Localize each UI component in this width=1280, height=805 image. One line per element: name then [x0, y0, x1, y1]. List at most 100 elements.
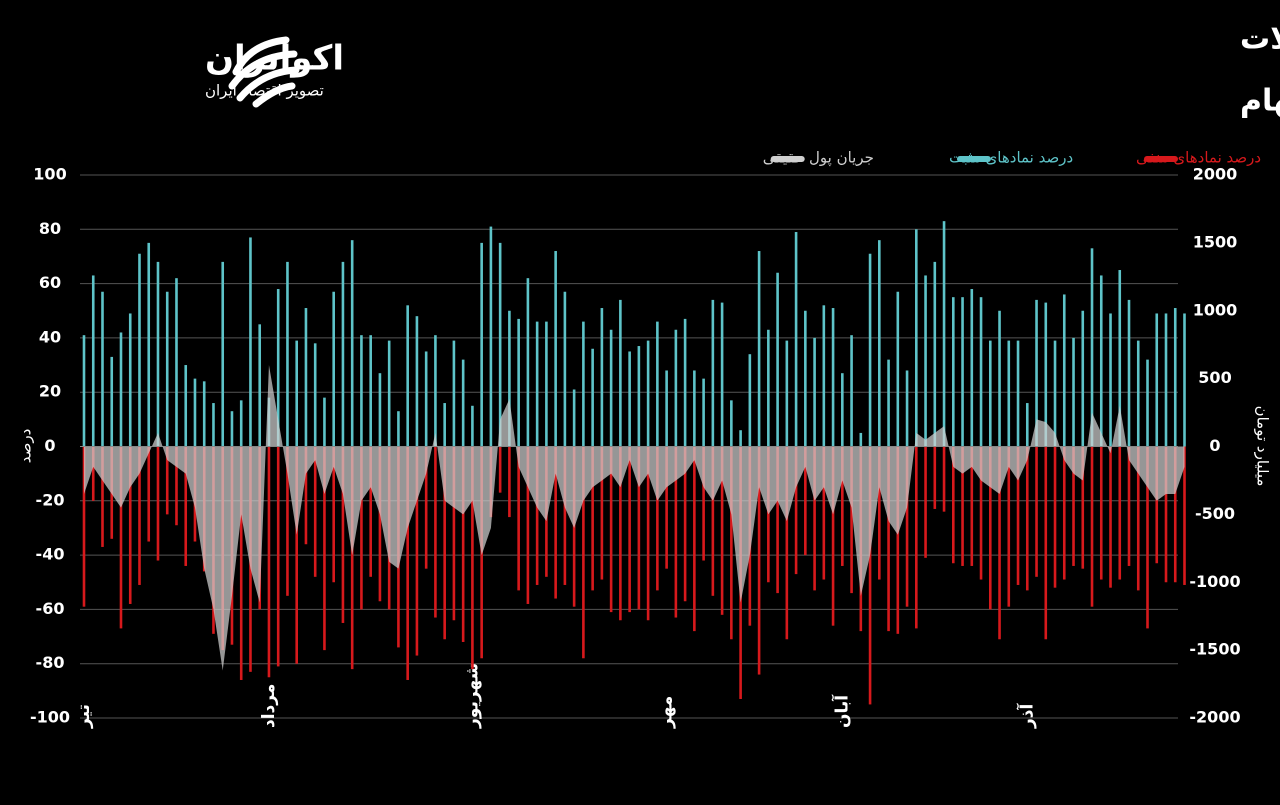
bar [1146, 446, 1149, 629]
bar [1173, 308, 1177, 447]
bar [480, 242, 483, 447]
bar [951, 446, 955, 564]
bar [970, 446, 974, 566]
bar [600, 446, 604, 580]
bar [646, 446, 650, 621]
chart-title: روزانه بازار سهام [1240, 84, 1280, 119]
y-tick-label: 0 [44, 436, 55, 455]
bar [202, 381, 206, 447]
logo-name: اکوایران [205, 39, 344, 79]
x-tick-label: مهر [657, 696, 677, 729]
bar [1062, 294, 1066, 447]
bar [138, 446, 141, 585]
bar [582, 446, 585, 659]
bar [850, 335, 853, 447]
bar [1025, 446, 1029, 591]
bar [147, 242, 151, 447]
bar [304, 308, 308, 447]
bar [304, 446, 308, 545]
bar [674, 446, 678, 618]
bar [286, 446, 289, 596]
bar [1053, 340, 1057, 447]
bar [313, 343, 317, 447]
bar [1007, 446, 1011, 607]
bar [979, 446, 983, 580]
x-tick-label: آبان [830, 694, 852, 728]
bar [776, 446, 779, 594]
y-tick-label: -40 [36, 545, 65, 564]
bar [674, 329, 678, 447]
bar [230, 411, 234, 447]
bar [794, 446, 798, 575]
y-tick-label: 60 [39, 273, 61, 292]
bar [730, 400, 733, 447]
bar [360, 446, 363, 610]
bar [850, 446, 853, 594]
bar [1118, 270, 1122, 447]
bar [1183, 313, 1186, 447]
bar [443, 446, 446, 640]
bar [101, 291, 104, 447]
bar [1183, 446, 1186, 585]
bar [1081, 310, 1085, 447]
bar [887, 359, 890, 447]
y2-axis-title: میلیارد تومان [1254, 406, 1272, 487]
bar [813, 446, 816, 591]
bar [184, 365, 188, 447]
bar [526, 278, 530, 447]
bar [424, 351, 428, 447]
bar [110, 356, 114, 447]
bar [831, 446, 835, 626]
bar [748, 354, 752, 447]
bar [924, 446, 927, 558]
y2-tick-label: 0 [1209, 436, 1220, 455]
bar [239, 446, 243, 680]
bar [683, 318, 687, 447]
bar [1109, 313, 1112, 447]
bar [517, 446, 520, 591]
bar [961, 297, 964, 447]
bar [369, 335, 372, 447]
y-tick-label: 100 [33, 165, 66, 184]
bar [776, 272, 779, 447]
bar [998, 446, 1001, 640]
bar [258, 324, 262, 447]
bar [295, 340, 299, 447]
area [84, 365, 1185, 671]
bar [988, 340, 992, 447]
bar [406, 446, 409, 680]
bar [1155, 313, 1159, 447]
bar [221, 261, 225, 447]
bar [822, 446, 826, 580]
bar [1173, 446, 1177, 583]
bar [841, 373, 844, 447]
bar [628, 351, 631, 447]
bar [175, 446, 178, 526]
bar [804, 446, 807, 556]
bar [101, 446, 104, 547]
bar [286, 261, 289, 447]
chart-title: درصد نمادهای مثبت و منفی در معاملات [1240, 22, 1280, 57]
bar [128, 313, 132, 447]
legend-label: جریان پول حقیقی [763, 149, 874, 168]
bar [878, 446, 881, 580]
bar [1136, 446, 1140, 591]
y2-tick-label: 500 [1198, 368, 1231, 387]
bar [1072, 446, 1075, 566]
bar [683, 446, 687, 602]
bar [212, 403, 215, 447]
bar [1146, 359, 1149, 447]
bar [341, 261, 345, 447]
bar [1035, 299, 1038, 447]
x-tick-label: آذر [1015, 702, 1037, 729]
bar [896, 291, 900, 447]
bar [249, 237, 252, 447]
bar [609, 329, 613, 447]
bar [915, 229, 918, 447]
bar [156, 261, 160, 447]
y-tick-label: 80 [39, 219, 61, 238]
bar [415, 316, 419, 447]
bar [239, 400, 243, 447]
bar [730, 446, 733, 640]
